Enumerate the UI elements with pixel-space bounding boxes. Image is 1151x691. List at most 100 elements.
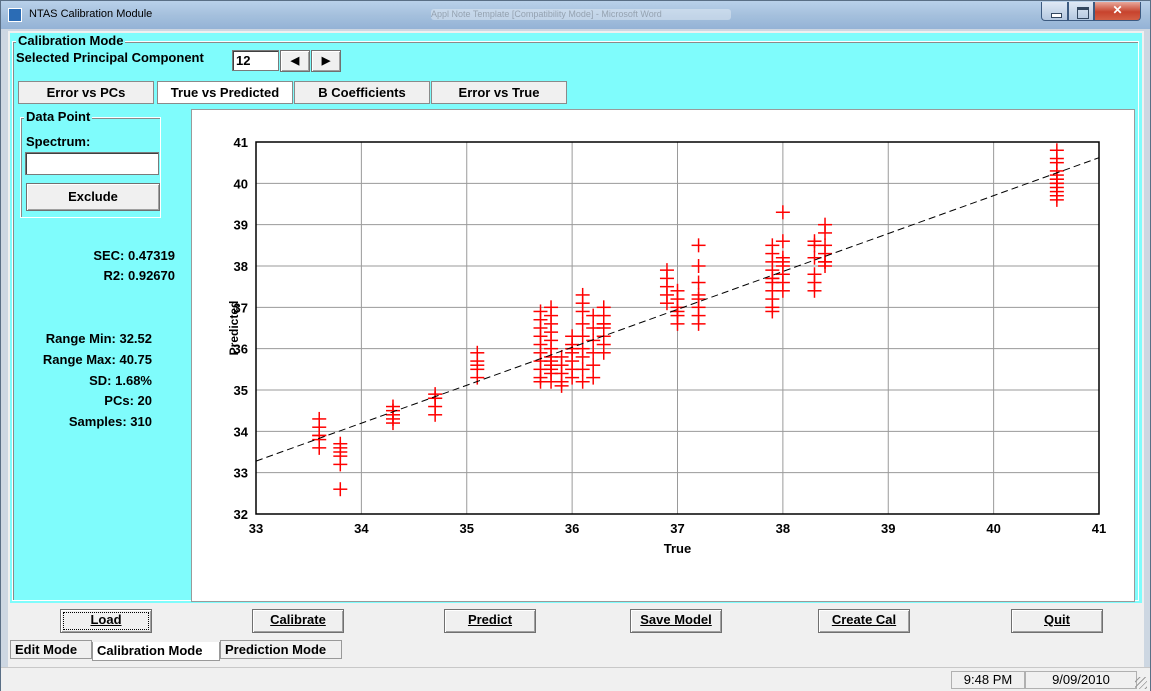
save-model-button[interactable]: Save Model [630, 609, 722, 633]
spectrum-label: Spectrum: [26, 134, 91, 149]
pc-prev-button[interactable]: ◀ [280, 50, 310, 72]
resize-grip[interactable] [1135, 677, 1147, 689]
data-point-group-label: Data Point [24, 109, 93, 124]
window-title: NTAS Calibration Module [29, 8, 153, 20]
tab-edit-mode[interactable]: Edit Mode [10, 640, 92, 659]
load-button[interactable]: Load [60, 609, 152, 633]
x-tick-label: 37 [670, 521, 684, 536]
y-tick-label: 33 [234, 466, 248, 481]
x-tick-label: 34 [354, 521, 369, 536]
data-point [385, 403, 400, 418]
data-point [670, 316, 685, 331]
pcs-value: PCs: 20 [104, 393, 152, 408]
data-point [765, 304, 780, 319]
sd-value: SD: 1.68% [89, 373, 152, 388]
close-button[interactable]: ✕ [1094, 2, 1141, 21]
data-point [333, 457, 348, 472]
title-bar[interactable]: NTAS Calibration Module Appl Note Templa… [1, 1, 1150, 29]
data-point [691, 316, 706, 331]
data-point [775, 250, 790, 265]
data-point [312, 428, 327, 443]
data-point [575, 349, 590, 364]
sec-value: SEC: 0.47319 [93, 248, 175, 263]
data-point [428, 407, 443, 422]
data-point [818, 225, 833, 240]
y-tick-label: 35 [234, 383, 248, 398]
data-point [385, 416, 400, 431]
data-point [775, 234, 790, 249]
maximize-button[interactable] [1068, 2, 1094, 21]
tab-error-vs-pcs[interactable]: Error vs PCs [18, 81, 154, 104]
tab-calibration-mode[interactable]: Calibration Mode [92, 642, 220, 661]
data-point [765, 271, 780, 286]
data-point [596, 316, 611, 331]
true-vs-predicted-plot[interactable]: 33 34 35 36 37 38 39 40 41 32 33 34 35 36 37 38 39 40 41 T… [191, 109, 1135, 602]
x-tick-label: 40 [986, 521, 1000, 536]
quit-button[interactable]: Quit [1011, 609, 1103, 633]
data-point [691, 275, 706, 290]
data-point [470, 358, 485, 373]
data-point [554, 378, 569, 393]
tab-error-vs-true[interactable]: Error vs True [431, 81, 567, 104]
exclude-button[interactable]: Exclude [26, 183, 160, 211]
y-tick-label: 32 [234, 507, 248, 522]
x-tick-label: 35 [460, 521, 474, 536]
data-point [575, 362, 590, 377]
r2-value: R2: 0.92670 [103, 268, 175, 283]
tab-true-vs-predicted[interactable]: True vs Predicted [157, 81, 293, 104]
data-point [659, 296, 674, 311]
predict-button[interactable]: Predict [444, 609, 536, 633]
x-tick-label: 41 [1092, 521, 1106, 536]
data-point [333, 482, 348, 497]
regression-line [255, 157, 1100, 462]
status-time: 9:48 PM [951, 671, 1025, 689]
range-max-value: Range Max: 40.75 [42, 352, 152, 367]
y-tick-label: 41 [234, 135, 248, 150]
minimize-button[interactable] [1041, 2, 1068, 21]
pc-next-button[interactable]: ▶ [311, 50, 341, 72]
data-point [544, 362, 559, 377]
chart-axes [255, 141, 1100, 515]
data-point [565, 370, 580, 385]
data-point [596, 345, 611, 360]
data-point [586, 333, 601, 348]
data-point [807, 283, 822, 298]
pc-input[interactable] [232, 50, 279, 71]
data-point [1049, 192, 1064, 207]
data-point [586, 358, 601, 373]
tab-b-coefficients[interactable]: B Coefficients [294, 81, 430, 104]
status-bar: 9:48 PM 9/09/2010 [1, 667, 1150, 691]
app-icon [8, 8, 22, 22]
data-point [575, 316, 590, 331]
tab-prediction-mode[interactable]: Prediction Mode [220, 640, 342, 659]
data-point [575, 329, 590, 344]
data-point [333, 440, 348, 455]
y-tick-label: 38 [234, 259, 248, 274]
spectrum-input[interactable] [25, 152, 159, 175]
create-cal-button[interactable]: Create Cal [818, 609, 910, 633]
data-point [470, 370, 485, 385]
data-point [691, 259, 706, 273]
range-min-value: Range Min: 32.52 [45, 331, 152, 346]
y-tick-label: 40 [234, 176, 248, 191]
data-point [1049, 172, 1064, 187]
client-area: Calibration Mode Selected Principal Comp… [8, 31, 1144, 670]
calibration-group-label: Calibration Mode [16, 33, 126, 48]
data-point [818, 254, 833, 269]
x-axis-label: True [664, 541, 691, 556]
calibration-panel: Calibration Mode Selected Principal Comp… [10, 33, 1142, 603]
x-tick-label: 39 [881, 521, 895, 536]
calibrate-button[interactable]: Calibrate [252, 609, 344, 633]
x-tick-label: 33 [249, 521, 263, 536]
data-point [691, 292, 706, 307]
data-point [775, 205, 790, 220]
data-point [575, 304, 590, 319]
data-point [775, 283, 790, 298]
data-point [586, 370, 601, 385]
pc-label: Selected Principal Component [16, 50, 204, 65]
y-axis-label: Predicted [227, 301, 241, 356]
x-tick-label: 38 [776, 521, 790, 536]
